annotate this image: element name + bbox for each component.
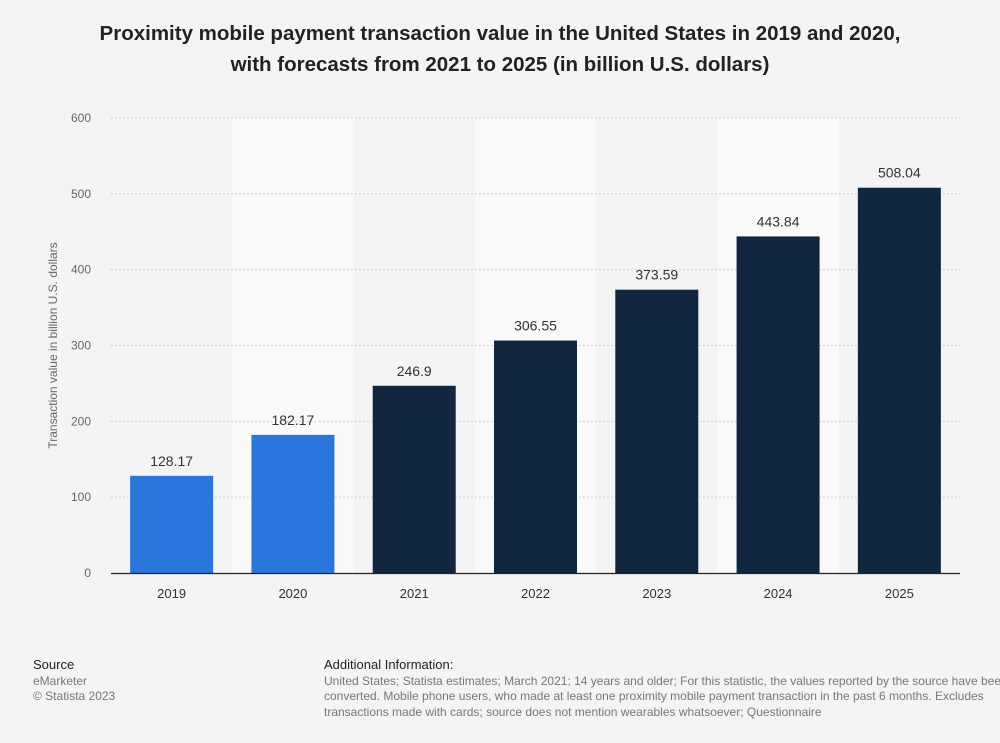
x-tick-label-2021: 2021 [400,586,429,601]
additional-info-text: United States; Statista estimates; March… [324,673,1000,719]
y-tick-label-500: 500 [71,187,91,201]
data-label-2022: 306.55 [514,318,557,334]
x-tick-label-2025: 2025 [885,586,914,601]
bar-chart: 0 100 200 300 400 500 600 Transaction value in … [46,111,960,601]
bar-2023[interactable] [615,289,699,573]
data-label-2025: 508.04 [878,165,921,181]
additional-info-block: Additional Information: United States; S… [324,657,1000,720]
chart-title-line-2: with forecasts from 2021 to 2025 (in bil… [230,53,770,76]
y-axis-title: Transaction value in billion U.S. dollar… [46,242,60,448]
chart-title-line-1: Proximity mobile payment transaction val… [99,22,901,45]
copyright: © Statista 2023 [33,689,116,703]
chart-title: Proximity mobile payment transaction val… [0,18,1000,80]
data-label-2021: 246.9 [397,363,432,379]
y-tick-label-200: 200 [71,414,91,428]
x-tick-label-2020: 2020 [278,586,307,601]
y-tick-label-0: 0 [84,566,91,580]
bar-2021[interactable] [372,385,456,573]
data-label-2024: 443.84 [757,213,800,229]
x-tick-label-2023: 2023 [642,586,671,601]
y-tick-label-400: 400 [71,263,91,277]
source-block: Source eMarketer © Statista 2023 [33,657,115,705]
bar-2022[interactable] [494,340,577,573]
x-tick-label-2019: 2019 [157,586,186,601]
bar-2019[interactable] [130,475,214,573]
data-label-2019: 128.17 [150,453,193,469]
data-label-2020: 182.17 [272,412,315,428]
data-label-2023: 373.59 [635,267,678,283]
y-tick-label-300: 300 [71,339,91,353]
source-name[interactable]: eMarketer [33,673,88,688]
bar-2020[interactable] [251,434,335,573]
additional-info-heading: Additional Information: [324,657,454,672]
bar-2025[interactable] [857,187,941,573]
y-tick-label-100: 100 [71,490,91,504]
y-tick-label-600: 600 [71,111,91,125]
source-heading: Source [33,657,75,672]
x-tick-label-2022: 2022 [521,586,550,601]
bar-2024[interactable] [736,236,820,573]
x-tick-label-2024: 2024 [764,586,793,601]
